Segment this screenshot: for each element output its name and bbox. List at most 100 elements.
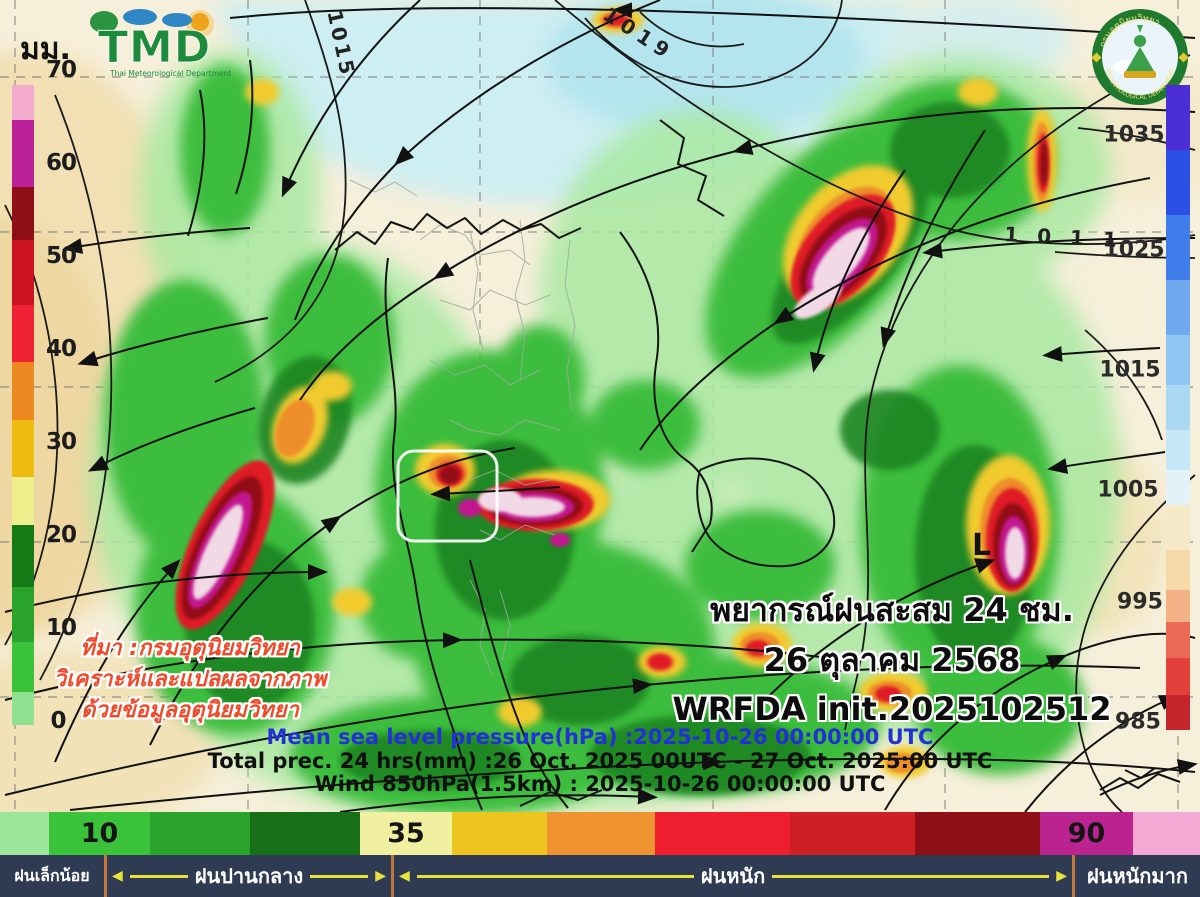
left-scale-tick-label: 60 — [45, 150, 77, 176]
left-scale-tick-label: 40 — [45, 336, 77, 362]
pressure-tick-label: 1025 — [1103, 237, 1165, 263]
left-colorbar-segment — [12, 587, 34, 642]
department-seal: กรมอุตุนิยมวิทยา METEOROLOGICAL DEPARTME… — [1091, 9, 1189, 105]
arrow-left-icon: ◀ — [112, 868, 123, 884]
left-scale-tick-label: 0 — [50, 708, 66, 734]
left-colorbar-segment — [12, 692, 34, 725]
colorbar-segment — [547, 812, 655, 855]
right-colorbar-segment — [1166, 150, 1190, 215]
title-overlay: พยากรณ์ฝนสะสม 24 ชม. 26 ตุลาคม 2568 WRFD… — [662, 586, 1122, 735]
arrow-right-icon: ▶ — [1056, 868, 1068, 884]
left-colorbar-segment — [12, 525, 34, 587]
right-colorbar-segment — [1166, 695, 1190, 730]
tmd-tagline: Thai Meteorological Department — [109, 69, 231, 78]
rain-intensity-legend: ฝนเล็กน้อย ◀ ฝนปานกลาง ▶ ◀ ฝนหนัก ▶ ฝนหนักมาก — [0, 855, 1200, 897]
colorbar-segment: 10 — [49, 812, 150, 855]
left-colorbar-segment — [12, 85, 34, 120]
colorbar-segment — [452, 812, 547, 855]
total-prec-info-line: Total prec. 24 hrs(mm) :26 Oct. 2025 00U… — [207, 748, 993, 773]
deity-figure — [1126, 47, 1154, 71]
legend-section: ฝนหนักมาก — [1075, 855, 1200, 897]
arrow-left-icon: ◀ — [399, 868, 410, 884]
colorbar-segment — [915, 812, 1040, 855]
tmd-logo-text: TMD — [98, 22, 211, 73]
source-line-1: ที่มา :กรมอุตุนิยมวิทยา — [80, 636, 300, 661]
legend-arrow-line — [129, 874, 188, 878]
left-colorbar-segment — [12, 362, 34, 420]
colorbar-threshold-label: 35 — [387, 818, 425, 849]
highlight-box — [396, 449, 499, 543]
pressure-tick-label: 1005 — [1097, 477, 1159, 503]
precipitation-colorbar: 10 35 90 — [0, 812, 1200, 855]
right-colorbar-segment — [1166, 335, 1190, 385]
colorbar-segment — [1133, 812, 1200, 855]
left-scale-tick-label: 10 — [45, 615, 77, 641]
left-colorbar-strip — [12, 85, 34, 725]
colorbar-segment: 90 — [1040, 812, 1133, 855]
right-colorbar-segment — [1166, 85, 1190, 150]
left-scale-tick-label: 70 — [45, 57, 77, 83]
source-line-2: วิเคราะห์และแปลผลจากภาพ — [53, 666, 327, 692]
legend-section-label: ฝนเล็กน้อย — [14, 865, 90, 885]
pressure-contours — [4, 0, 1196, 812]
colorbar-segment — [150, 812, 250, 855]
pressure-tick-label: 1035 — [1103, 122, 1165, 148]
right-colorbar-segment — [1166, 280, 1190, 335]
info-overlay: Mean sea level pressure(hPa) :2025-10-26… — [0, 725, 1200, 797]
legend-section: ◀ ฝนปานกลาง ▶ — [107, 855, 394, 897]
legend-section-label: ฝนหนักมาก — [1087, 864, 1188, 888]
right-colorbar-segment — [1166, 215, 1190, 280]
colorbar-segment: 35 — [360, 812, 452, 855]
right-colorbar-segment — [1166, 430, 1190, 470]
sun-icon — [191, 13, 209, 31]
left-colorbar-segment — [12, 420, 34, 477]
map-area: TMD Thai Meteorological Department กรมอุ… — [0, 0, 1200, 812]
legend-section-label: ฝนปานกลาง — [194, 864, 304, 888]
source-overlay: ที่มา :กรมอุตุนิยมวิทยา วิเคราะห์และแปลผ… — [30, 634, 350, 726]
tree-icon — [90, 11, 118, 33]
right-colorbar-segment — [1166, 470, 1190, 505]
colorbar-threshold-label: 90 — [1067, 818, 1106, 849]
title-line-3: WRFDA init.2025102512 — [672, 690, 1112, 729]
right-colorbar-segment — [1166, 505, 1190, 550]
colorbar-segment — [250, 812, 360, 855]
colorbar-threshold-label: 10 — [80, 818, 119, 849]
title-line-1: พยากรณ์ฝนสะสม 24 ชม. — [710, 591, 1074, 629]
wind-streamlines — [4, 0, 1198, 812]
left-colorbar-segment — [12, 305, 34, 362]
colorbar-segment — [790, 812, 915, 855]
right-colorbar-segment — [1166, 590, 1190, 622]
left-colorbar-segment — [12, 187, 34, 240]
right-colorbar-segment — [1166, 385, 1190, 430]
pressure-tick-label: 995 — [1117, 589, 1163, 615]
cloud-icon — [162, 13, 192, 27]
colorbar-segment — [0, 812, 49, 855]
left-colorbar-segment — [12, 642, 34, 692]
left-colorbar-segment — [12, 240, 34, 305]
pressure-tick-label: 1015 — [1099, 357, 1161, 383]
left-scale-tick-label: 30 — [45, 429, 77, 455]
legend-section: ◀ ฝนหนัก ▶ — [394, 855, 1075, 897]
right-colorbar-segment — [1166, 658, 1190, 695]
right-colorbar-strip — [1166, 85, 1190, 730]
low-pressure-marker: L — [972, 528, 992, 563]
cloud-icon — [123, 9, 157, 25]
legend-arrow-line — [772, 874, 1050, 878]
left-colorbar-segment — [12, 120, 34, 187]
legend-arrow-line — [416, 874, 694, 878]
tmd-logo: TMD Thai Meteorological Department — [90, 9, 231, 78]
title-line-2: 26 ตุลาคม 2568 — [763, 640, 1021, 679]
colorbar-segment — [655, 812, 790, 855]
mslp-info-line: Mean sea level pressure(hPa) :2025-10-26… — [266, 725, 934, 749]
wind-info-line: Wind 850hPa(1.5km) : 2025-10-26 00:00:00… — [314, 772, 886, 797]
right-colorbar-segment — [1166, 622, 1190, 658]
legend-section: ฝนเล็กน้อย — [0, 855, 107, 897]
right-colorbar-segment — [1166, 550, 1190, 590]
source-line-3: ด้วยข้อมูลอุตุนิยมวิทยา — [81, 697, 299, 723]
unit-label: มม. — [20, 32, 71, 67]
left-scale-tick-label: 20 — [45, 522, 77, 548]
legend-arrow-line — [310, 874, 369, 878]
left-scale-tick-label: 50 — [45, 243, 77, 269]
legend-section-label: ฝนหนัก — [700, 864, 766, 888]
